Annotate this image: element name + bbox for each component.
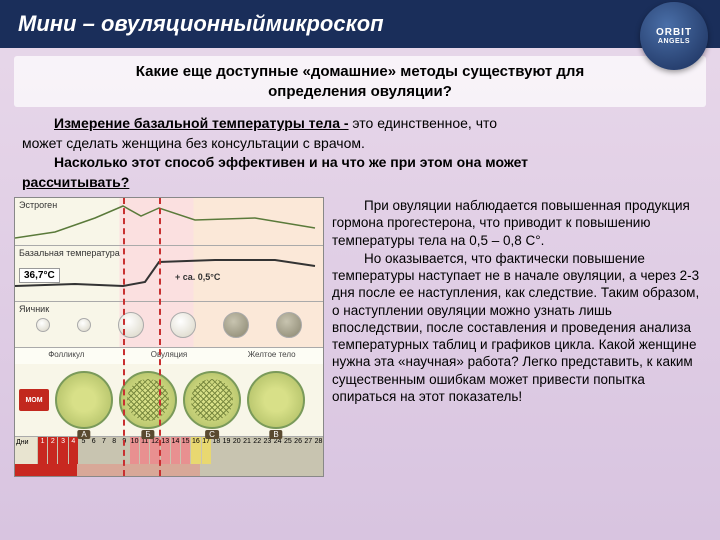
content-row: Эстроген Базальная температура 36,7°С + … <box>0 197 720 477</box>
day-cell: 8 <box>109 437 119 464</box>
day-cell: 13 <box>160 437 170 464</box>
ovum-icon <box>170 312 196 338</box>
mom-logo: MOM <box>19 389 49 411</box>
day-cell: 16 <box>190 437 200 464</box>
intro-p1-rest: это единственное, что <box>349 115 497 131</box>
days-row: Дни 123456789101112131415161718192021222… <box>15 436 323 464</box>
subtitle-line1: Какие еще доступные «домашние» методы су… <box>24 62 696 82</box>
logo-top-text: ORBIT <box>656 27 692 38</box>
body-p2: Но оказывается, что фактически повышение… <box>332 250 706 405</box>
ovary-label: Яичник <box>19 304 49 314</box>
corpus-luteum-icon <box>223 312 249 338</box>
intro-p1: Измерение базальной температуры тела - э… <box>22 115 698 133</box>
micro-sample-a: А <box>55 371 113 429</box>
micro-sample-c: С <box>183 371 241 429</box>
intro-p4: рассчитывать? <box>22 174 698 192</box>
subtitle-box: Какие еще доступные «домашние» методы су… <box>14 56 706 107</box>
chart-column: Эстроген Базальная температура 36,7°С + … <box>14 197 324 477</box>
day-cell: 15 <box>180 437 190 464</box>
phase-ovulation: Овуляция <box>118 348 221 364</box>
day-cell: 17 <box>201 437 211 464</box>
cycle-chart: Эстроген Базальная температура 36,7°С + … <box>14 197 324 477</box>
estrogen-curve <box>15 198 325 246</box>
day-cell: 5 <box>78 437 88 464</box>
logo-bot-text: ANGELS <box>658 38 690 45</box>
day-cell: 22 <box>252 437 262 464</box>
day-cell: 4 <box>68 437 78 464</box>
days-grid: 1234567891011121314151617181920212223242… <box>37 437 323 464</box>
day-cell: 6 <box>88 437 98 464</box>
day-cell: 7 <box>98 437 108 464</box>
micro-sample-d: В <box>247 371 305 429</box>
ovulation-line-2 <box>159 198 161 476</box>
bottom-phase-bar <box>15 464 323 476</box>
follicle-icon <box>118 312 144 338</box>
temp-curve <box>15 246 325 302</box>
days-label: Дни <box>15 437 37 464</box>
day-cell: 21 <box>241 437 251 464</box>
day-cell: 24 <box>272 437 282 464</box>
day-cell: 18 <box>211 437 221 464</box>
ovulation-line-1 <box>123 198 125 476</box>
day-cell: 23 <box>262 437 272 464</box>
phase-follicle: Фолликул <box>15 348 118 364</box>
day-cell: 19 <box>221 437 231 464</box>
follicle-icon <box>77 318 91 332</box>
day-cell: 2 <box>47 437 57 464</box>
logo-badge: ORBIT ANGELS <box>640 2 708 70</box>
day-cell: 26 <box>292 437 302 464</box>
temperature-row: Базальная температура 36,7°С + ca. 0,5°C <box>15 246 323 302</box>
follicle-icon <box>36 318 50 332</box>
day-cell: 10 <box>129 437 139 464</box>
micro-cap-b: Б <box>141 430 154 439</box>
phase-luteal: Желтое тело <box>220 348 323 364</box>
intro-p3: Насколько этот способ эффективен и на чт… <box>22 154 698 172</box>
day-cell: 25 <box>282 437 292 464</box>
corpus-luteum-icon <box>276 312 302 338</box>
microscope-row: MOM А Б С В <box>15 364 323 436</box>
phase-bar-luteal <box>200 464 323 476</box>
estrogen-row: Эстроген <box>15 198 323 246</box>
phase-bar-menses <box>15 464 77 476</box>
body-text-column: При овуляции наблюдается повышенная прод… <box>332 197 706 477</box>
intro-underline: Измерение базальной температуры тела - <box>54 115 349 131</box>
phase-bar-fertile <box>77 464 200 476</box>
micro-sample-b: Б <box>119 371 177 429</box>
page-title: Мини – овуляционныймикроскоп <box>18 11 384 37</box>
subtitle-line2: определения овуляции? <box>24 82 696 102</box>
intro-block: Измерение базальной температуры тела - э… <box>0 113 720 197</box>
micro-cap-d: В <box>269 430 282 439</box>
day-cell: 27 <box>303 437 313 464</box>
body-p1: При овуляции наблюдается повышенная прод… <box>332 197 706 249</box>
ovary-row: Яичник <box>15 302 323 348</box>
day-cell: 3 <box>57 437 67 464</box>
header-bar: Мини – овуляционныймикроскоп ORBIT ANGEL… <box>0 0 720 48</box>
intro-p2: может сделать женщина без консультации с… <box>22 135 698 153</box>
micro-cap-a: А <box>77 430 90 439</box>
phase-labels-row: Фолликул Овуляция Желтое тело <box>15 348 323 364</box>
day-cell: 28 <box>313 437 323 464</box>
day-cell: 1 <box>37 437 47 464</box>
day-cell: 11 <box>139 437 149 464</box>
day-cell: 14 <box>170 437 180 464</box>
day-cell: 20 <box>231 437 241 464</box>
micro-cap-c: С <box>205 430 219 439</box>
